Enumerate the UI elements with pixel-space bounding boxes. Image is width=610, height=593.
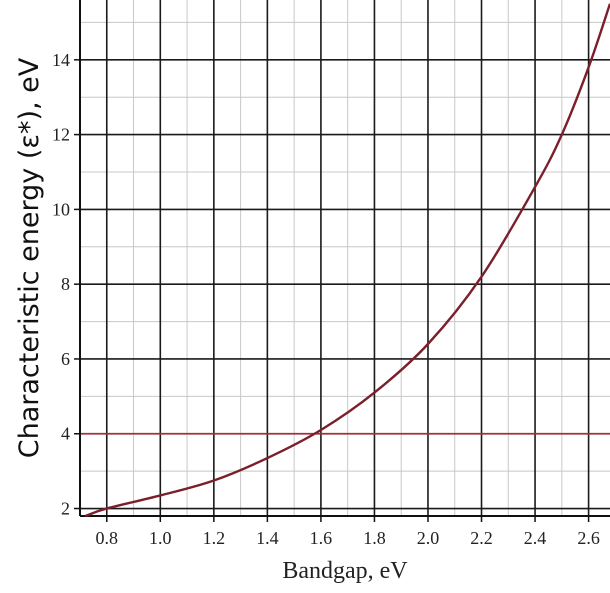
- y-tick-label: 10: [52, 199, 70, 219]
- y-axis-label: Characteristic energy (ε*), eV: [14, 57, 45, 458]
- y-tick-label: 6: [61, 349, 70, 369]
- x-tick-label: 2.2: [470, 528, 493, 548]
- y-tick-label: 8: [61, 274, 70, 294]
- x-tick-label: 1.6: [310, 528, 333, 548]
- y-tick-label: 4: [61, 424, 70, 444]
- x-axis-label: Bandgap, eV: [282, 558, 408, 584]
- y-tick-label: 2: [61, 499, 70, 519]
- y-tick-label: 12: [52, 125, 70, 145]
- x-tick-labels: 0.8 1.0 1.2 1.4 1.6 1.8 2.0 2.2 2.4 2.6: [96, 528, 600, 548]
- x-tick-label: 1.8: [363, 528, 386, 548]
- x-tick-label: 1.0: [149, 528, 172, 548]
- major-grid: [80, 0, 610, 516]
- x-tick-label: 2.6: [577, 528, 600, 548]
- x-tick-label: 2.0: [417, 528, 440, 548]
- y-tick-label: 14: [52, 50, 70, 70]
- minor-grid: [80, 0, 610, 516]
- x-tick-label: 0.8: [96, 528, 119, 548]
- x-tick-label: 1.4: [256, 528, 279, 548]
- x-tick-label: 1.2: [203, 528, 226, 548]
- y-tick-labels: 2 4 6 8 10 12 14: [52, 50, 70, 519]
- x-tick-label: 2.4: [524, 528, 547, 548]
- axes: [74, 0, 610, 522]
